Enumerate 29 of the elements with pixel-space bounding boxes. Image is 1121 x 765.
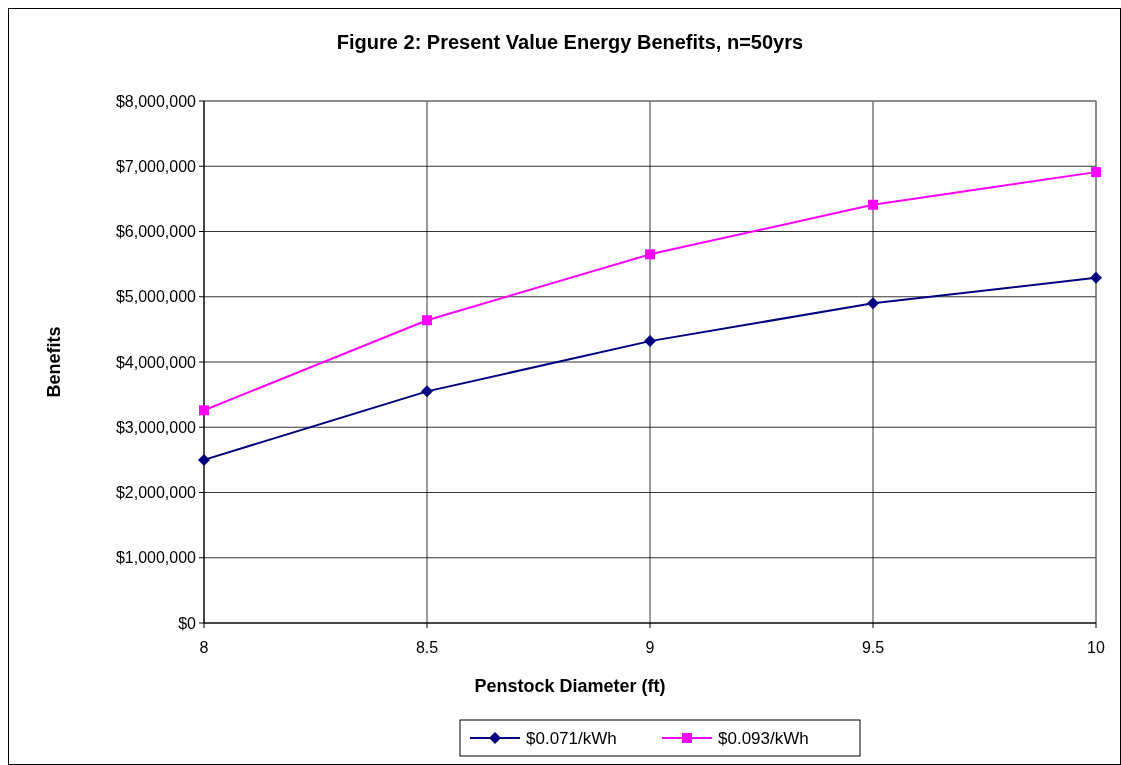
y-tick-label: $1,000,000 bbox=[115, 549, 197, 567]
y-tick-label: $3,000,000 bbox=[115, 418, 197, 436]
legend-label: $0.093/kWh bbox=[718, 728, 809, 748]
point bbox=[867, 297, 879, 310]
y-tick-label: $7,000,000 bbox=[115, 157, 197, 175]
point bbox=[199, 405, 209, 416]
y-tick-label: $5,000,000 bbox=[115, 288, 197, 306]
y-tick-label: $4,000,000 bbox=[115, 353, 197, 371]
y-tick-label: $6,000,000 bbox=[115, 223, 197, 241]
legend-label: $0.071/kWh bbox=[526, 728, 617, 748]
point bbox=[422, 315, 432, 326]
y-tick-label: $8,000,000 bbox=[115, 92, 197, 110]
x-tick-label: 9.5 bbox=[861, 639, 885, 656]
point bbox=[645, 249, 655, 260]
point bbox=[868, 199, 878, 210]
point bbox=[644, 335, 656, 348]
x-axis-title: Penstock Diameter (ft) bbox=[474, 676, 666, 696]
x-tick-label: 9 bbox=[645, 639, 655, 656]
chart-title: Figure 2: Present Value Energy Benefits, n=50yrs bbox=[336, 31, 804, 53]
x-tick-label: 8.5 bbox=[415, 639, 439, 656]
point bbox=[1091, 167, 1101, 178]
point bbox=[421, 385, 433, 398]
point bbox=[1090, 271, 1102, 284]
y-tick-label: $0 bbox=[178, 614, 197, 632]
y-axis-title: Benefits bbox=[44, 326, 64, 398]
x-tick-label: 10 bbox=[1087, 639, 1105, 656]
x-tick-label: 8 bbox=[199, 639, 209, 656]
point bbox=[198, 453, 210, 466]
y-tick-label: $2,000,000 bbox=[115, 484, 197, 502]
